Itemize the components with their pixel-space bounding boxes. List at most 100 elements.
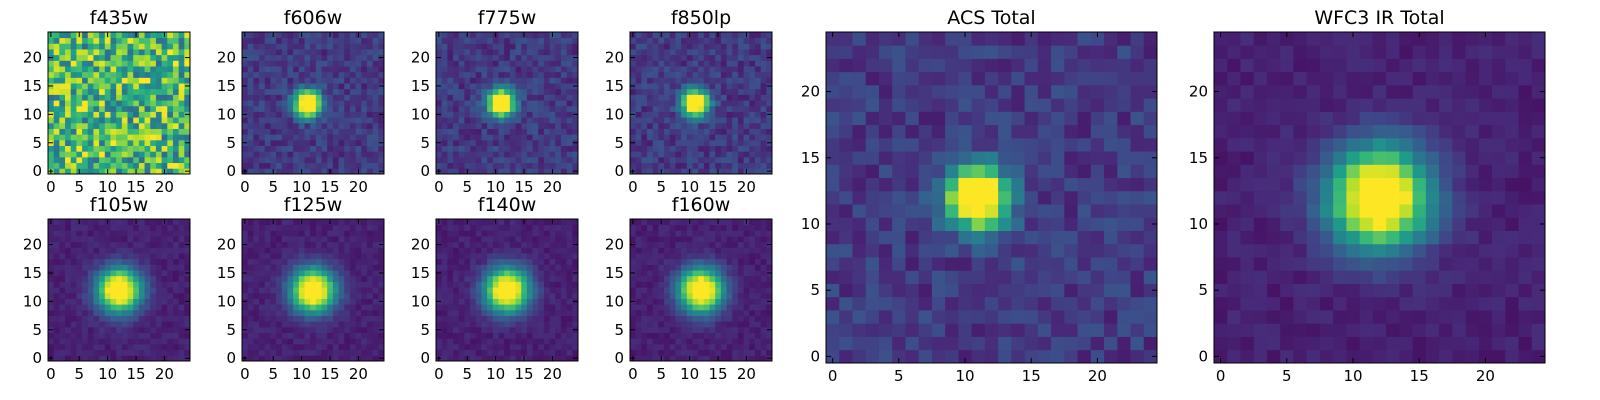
heatmap-cell — [760, 156, 767, 164]
heatmap-cell — [344, 292, 351, 299]
heatmap-cell — [669, 304, 676, 311]
heatmap-cell — [315, 88, 322, 95]
heatmap-cell — [566, 151, 573, 158]
heatmap-cell — [652, 145, 659, 152]
heatmap-cell — [259, 105, 266, 112]
heatmap-cell — [298, 338, 305, 345]
heatmap-cell — [509, 139, 516, 146]
heatmap-cell — [515, 94, 522, 101]
heatmap-cell — [692, 122, 699, 129]
heatmap-cell — [526, 37, 533, 44]
heatmap-cell — [754, 88, 762, 95]
heatmap-cell — [647, 298, 654, 305]
heatmap-cell — [378, 100, 385, 107]
heatmap-cell — [366, 66, 374, 73]
heatmap-cell — [487, 117, 494, 124]
heatmap-cell — [521, 258, 528, 265]
heatmap-cell — [481, 54, 488, 61]
heatmap-cell — [509, 100, 516, 107]
heatmap-cell — [521, 247, 528, 254]
heatmap-cell — [270, 37, 277, 44]
heatmap-cell — [464, 270, 471, 277]
heatmap-cell — [178, 134, 185, 141]
heatmap-cell — [59, 332, 66, 339]
heatmap-cell — [686, 66, 693, 73]
heatmap-cell — [453, 315, 460, 322]
heatmap-cell — [498, 128, 505, 135]
heatmap-cell — [355, 139, 362, 146]
heatmap-cell — [720, 88, 727, 95]
heatmap-cell — [138, 94, 145, 101]
heatmap-cell — [481, 77, 488, 84]
heatmap-cell — [247, 321, 254, 328]
heatmap-cell — [566, 37, 573, 44]
heatmap-cell — [133, 156, 140, 164]
heatmap-cell — [715, 37, 722, 44]
heatmap-cell — [264, 253, 271, 260]
heatmap-cell — [99, 66, 106, 73]
heatmap-cell — [504, 54, 511, 61]
heatmap-cell — [732, 292, 739, 299]
heatmap-cell — [104, 292, 111, 299]
heatmap-cell — [441, 332, 448, 339]
heatmap-cell — [178, 105, 185, 112]
heatmap-cell — [298, 264, 305, 271]
heatmap-cell — [133, 71, 140, 78]
heatmap-cell — [315, 128, 322, 135]
heatmap-cell — [361, 156, 368, 164]
heatmap-cell — [59, 258, 66, 265]
heatmap-cell — [161, 66, 168, 73]
heatmap-cell — [298, 88, 305, 95]
heatmap-cell — [310, 230, 317, 237]
heatmap-cell — [127, 281, 134, 288]
heatmap-cell — [344, 247, 351, 254]
heatmap-cell — [293, 43, 300, 50]
heatmap-cell — [104, 83, 111, 90]
heatmap-cell — [686, 281, 693, 288]
heatmap-cell — [121, 94, 128, 101]
heatmap-cell — [293, 321, 300, 328]
heatmap-cell — [172, 71, 180, 78]
heatmap-cell — [70, 122, 77, 129]
heatmap-cell — [287, 151, 294, 158]
heatmap-cell — [349, 100, 356, 107]
heatmap-cell — [59, 134, 66, 141]
heatmap-cell — [766, 281, 773, 288]
heatmap-cell — [93, 43, 100, 50]
heatmap-cell — [259, 32, 266, 39]
heatmap-cell — [150, 309, 157, 316]
heatmap-cell — [178, 94, 185, 101]
heatmap-cell — [560, 105, 568, 112]
heatmap-cell — [155, 111, 162, 118]
heatmap-cell — [144, 168, 151, 175]
heatmap-cell — [150, 219, 157, 226]
heatmap-cell — [315, 162, 322, 169]
heatmap-cell — [669, 139, 676, 146]
heatmap-cell — [521, 71, 528, 78]
heatmap-cell — [332, 270, 339, 277]
heatmap-cell — [475, 105, 482, 112]
heatmap-cell — [167, 321, 174, 328]
heatmap-cell — [144, 275, 151, 282]
heatmap-cell — [93, 241, 100, 248]
heatmap-cell — [110, 37, 117, 44]
heatmap-cell — [338, 168, 345, 175]
heatmap-cell — [310, 321, 317, 328]
heatmap-cell — [48, 230, 55, 237]
heatmap-cell — [276, 304, 283, 311]
heatmap-cell — [737, 281, 744, 288]
heatmap-cell — [310, 105, 317, 112]
heatmap-cell — [703, 66, 710, 73]
heatmap-cell — [48, 258, 55, 265]
x-tick-label: 20 — [349, 365, 368, 383]
heatmap-cell — [247, 315, 254, 322]
heatmap-cell — [441, 219, 448, 226]
heatmap-cell — [464, 134, 471, 141]
heatmap-cell — [344, 315, 351, 322]
heatmap-cell — [99, 100, 106, 107]
heatmap-cell — [270, 247, 277, 254]
heatmap-cell — [287, 122, 294, 129]
heatmap-cell — [498, 281, 505, 288]
heatmap-cell — [178, 83, 185, 90]
heatmap-cell — [532, 77, 539, 84]
